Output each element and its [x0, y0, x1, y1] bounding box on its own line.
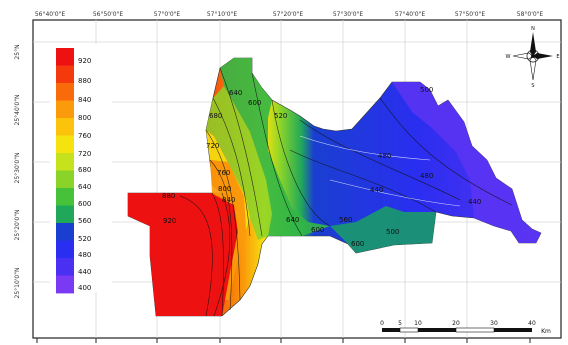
left-axis-labels: 25°N 25°40'0"N 25°30'0"N 25°20'0"N 25°10… — [14, 44, 21, 298]
zone-640 — [206, 86, 272, 240]
zone-720 — [206, 130, 250, 230]
compass-n: N — [531, 26, 535, 32]
compass-s: S — [531, 83, 534, 89]
contour-label: 480 — [378, 152, 391, 160]
contour-label: 640 — [229, 89, 242, 97]
compass-letters: N S W E — [506, 26, 560, 89]
scale-tick: 0 — [380, 320, 384, 327]
contour-label: 480 — [420, 172, 433, 180]
top-axis-label: 58°0'0"E — [517, 11, 544, 18]
legend-swatch — [56, 118, 74, 136]
contour-label: 760 — [217, 169, 230, 177]
top-axis-label: 56°40'0"E — [35, 11, 65, 18]
legend-label: 640 — [78, 183, 91, 191]
contour-label: 500 — [420, 86, 433, 94]
contour-label: 600 — [351, 240, 364, 248]
legend-swatch — [56, 153, 74, 171]
top-axis-label: 57°20'0"E — [273, 11, 303, 18]
left-axis-label: 25°10'0"N — [14, 268, 21, 299]
scale-bar — [382, 327, 532, 333]
top-axis-label: 57°0'0"E — [154, 11, 181, 18]
contour-label: 720 — [206, 142, 219, 150]
contour-label: 840 — [222, 196, 235, 204]
contour-lines-light — [299, 135, 461, 207]
legend-swatch — [56, 223, 74, 241]
legend-label: 400 — [78, 284, 91, 292]
contour-label: 500 — [386, 228, 399, 236]
contour-label: 920 — [163, 217, 176, 225]
zone-400 — [392, 82, 541, 243]
legend-label: 840 — [78, 96, 91, 104]
zone-560 — [330, 206, 436, 253]
legend-swatch — [56, 83, 74, 101]
legend-swatch — [56, 240, 74, 259]
legend-label: 520 — [78, 235, 91, 243]
scale-tick: 20 — [452, 320, 460, 327]
legend-swatch — [56, 188, 74, 206]
legend-swatches — [56, 48, 74, 294]
top-axis-label: 57°50'0"E — [455, 11, 485, 18]
contour-label: 640 — [286, 216, 299, 224]
scale-bar-labels: 0 5 10 20 30 40 Km — [380, 320, 551, 335]
zone-600 — [220, 58, 330, 236]
legend-label: 800 — [78, 114, 91, 122]
top-axis-label: 57°40'0"E — [395, 11, 425, 18]
scale-tick: 40 — [528, 320, 536, 327]
legend-swatch — [56, 170, 74, 189]
legend-label: 720 — [78, 150, 91, 158]
contour-label: 680 — [209, 112, 222, 120]
bottom-ticks — [36, 338, 531, 343]
top-axis-label: 56°50'0"E — [93, 11, 123, 18]
scale-unit: Km — [541, 328, 551, 335]
legend-label: 480 — [78, 251, 91, 259]
legend-swatch — [56, 100, 74, 119]
legend-swatch — [56, 135, 74, 154]
contour-label: 560 — [339, 216, 352, 224]
top-axis-label: 57°30'0"E — [333, 11, 363, 18]
legend-label: 560 — [78, 217, 91, 225]
top-axis-label: 57°10'0"E — [207, 11, 237, 18]
legend-label: 760 — [78, 132, 91, 140]
legend-labels: 920 880 840 800 760 720 680 640 600 560 … — [78, 57, 91, 292]
contour-label: 440 — [468, 198, 481, 206]
contour-label: 600 — [311, 226, 324, 234]
left-axis-label: 25°20'0"N — [14, 210, 21, 241]
legend-swatch — [56, 65, 74, 84]
legend-swatch — [56, 205, 74, 224]
contour-label: 440 — [370, 186, 383, 194]
legend-label: 680 — [78, 166, 91, 174]
contour-label: 520 — [274, 112, 287, 120]
legend-swatch — [56, 258, 74, 276]
compass-w: W — [506, 54, 511, 60]
legend-label: 920 — [78, 57, 91, 65]
contour-label: 600 — [248, 99, 261, 107]
contour-label: 880 — [162, 192, 175, 200]
legend-swatch — [56, 275, 74, 294]
contour-lines — [179, 67, 513, 317]
left-axis-label: 25°30'0"N — [14, 153, 21, 184]
compass-e: E — [556, 54, 559, 60]
legend-label: 440 — [78, 268, 91, 276]
scale-tick: 5 — [398, 320, 402, 327]
contour-label: 800 — [218, 185, 231, 193]
compass-icon — [512, 32, 553, 81]
legend-label: 600 — [78, 200, 91, 208]
legend-swatch — [56, 48, 74, 66]
zone-800 — [210, 160, 246, 300]
scale-tick: 10 — [414, 320, 422, 327]
left-axis-label: 25°N — [14, 44, 21, 59]
top-axis-labels: 56°40'0"E 56°50'0"E 57°0'0"E 57°10'0"E 5… — [35, 11, 544, 18]
contour-labels: 640 680 600 720 760 800 840 880 920 640 … — [162, 86, 481, 248]
scale-tick: 30 — [490, 320, 498, 327]
left-axis-label: 25°40'0"N — [14, 95, 21, 126]
legend-label: 880 — [78, 77, 91, 85]
